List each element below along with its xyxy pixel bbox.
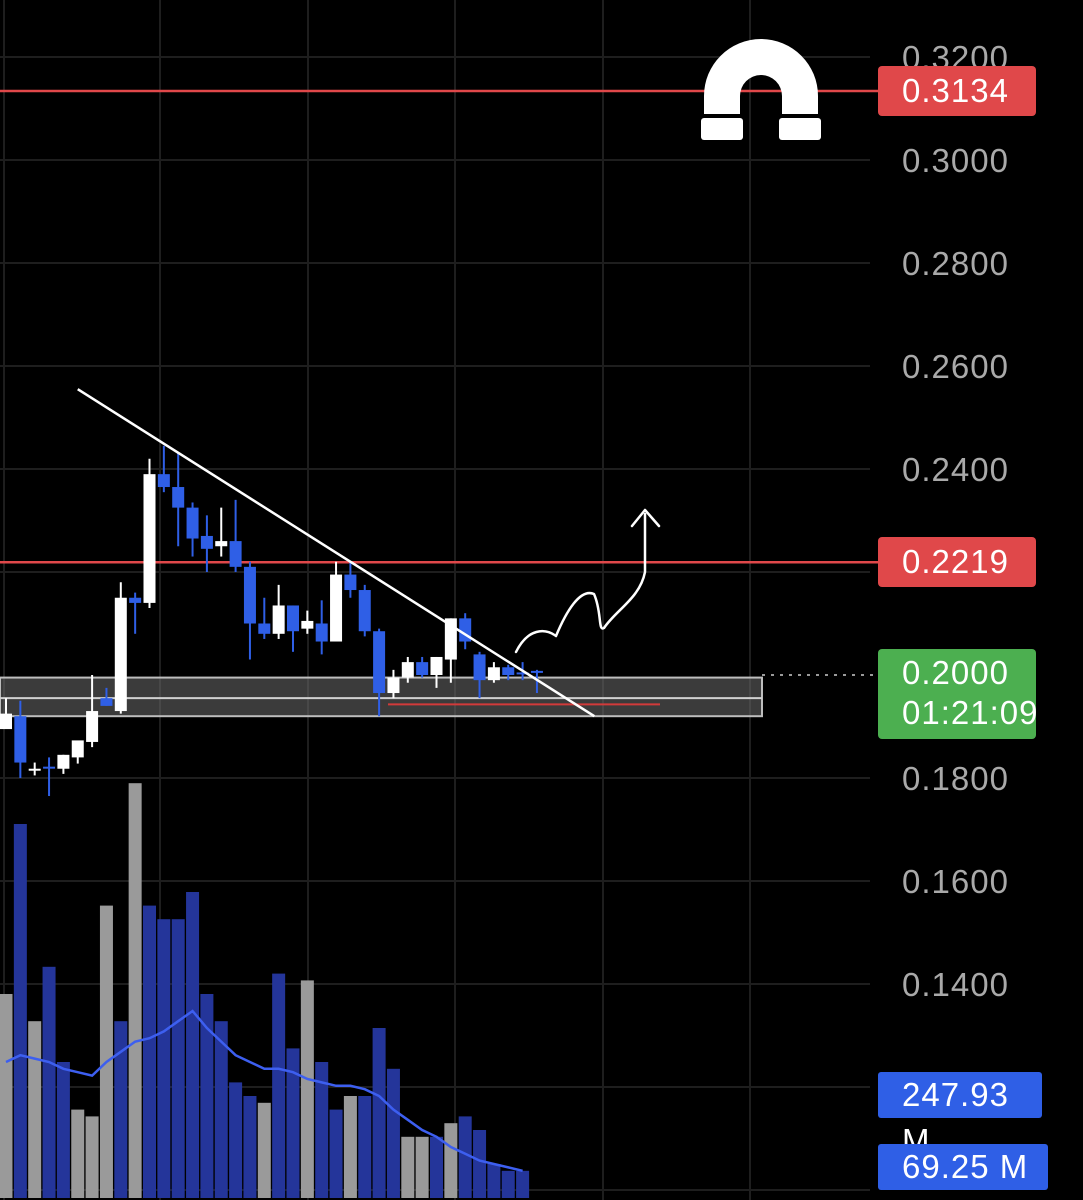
volume-bar bbox=[71, 1109, 85, 1198]
volume-bar bbox=[257, 1102, 271, 1198]
candle-countdown: 01:21:09 bbox=[902, 694, 1039, 731]
volume-bar bbox=[114, 1021, 128, 1198]
candle-body bbox=[172, 487, 185, 508]
volume-bar bbox=[200, 994, 214, 1198]
candle-body bbox=[200, 535, 213, 549]
candle-body bbox=[14, 716, 27, 763]
candle-body bbox=[71, 740, 84, 758]
volume-bar bbox=[501, 1170, 515, 1198]
volume-bar bbox=[372, 1028, 386, 1198]
volume-bar bbox=[42, 966, 56, 1198]
price-tag-resistance-label: 0.3134 bbox=[902, 71, 1009, 109]
volume-bar bbox=[229, 1082, 243, 1198]
volume-bar bbox=[516, 1170, 530, 1198]
volume-bar bbox=[415, 1136, 429, 1198]
price-axis-tick: 0.2400 bbox=[902, 451, 1009, 488]
user-drawings bbox=[77, 388, 661, 718]
candle-body bbox=[315, 623, 328, 642]
price-axis-tick: 0.3000 bbox=[902, 142, 1009, 179]
volume-bar bbox=[343, 1096, 357, 1198]
price-axis-tick: 0.1800 bbox=[902, 760, 1009, 797]
price-lines bbox=[0, 89, 878, 676]
candle-body bbox=[157, 474, 170, 488]
volume-bar bbox=[458, 1116, 472, 1198]
volume-bar bbox=[315, 1062, 329, 1198]
current-price-tag: 0.2000 01:21:09 bbox=[878, 649, 1039, 739]
candle-body bbox=[215, 541, 228, 547]
volume-bar bbox=[243, 1096, 257, 1198]
candle-body bbox=[186, 507, 199, 539]
volume-last-tag: 247.93 M bbox=[878, 1072, 1042, 1159]
volume-bar bbox=[386, 1068, 400, 1198]
volume-bar bbox=[473, 1130, 487, 1198]
candle-body bbox=[258, 623, 271, 634]
volume-bar bbox=[171, 919, 185, 1198]
current-price-label: 0.2000 bbox=[902, 654, 1009, 691]
price-tag-breakout: 0.2219 bbox=[878, 537, 1036, 588]
candle-body bbox=[530, 670, 543, 673]
candle-body bbox=[358, 590, 371, 632]
price-tag-breakout-label: 0.2219 bbox=[902, 543, 1009, 581]
price-axis-tick: 0.1400 bbox=[902, 966, 1009, 1003]
candle-body bbox=[430, 656, 443, 675]
candle-body bbox=[301, 620, 314, 629]
candle-body bbox=[487, 667, 500, 681]
candle-body bbox=[416, 662, 429, 675]
volume-bar bbox=[13, 824, 27, 1198]
volume-moving-average bbox=[5, 1009, 523, 1173]
volume-bar bbox=[444, 1123, 458, 1198]
descending-trendline bbox=[77, 388, 596, 718]
price-axis-tick: 0.1600 bbox=[902, 863, 1009, 900]
volume-bar bbox=[286, 1048, 300, 1198]
volume-bars bbox=[0, 783, 530, 1198]
volume-bar bbox=[300, 980, 314, 1198]
candle-body bbox=[0, 713, 12, 730]
candle-body bbox=[330, 574, 343, 642]
candle-body bbox=[502, 667, 515, 675]
candle-body bbox=[28, 768, 41, 771]
candle-body bbox=[243, 566, 256, 624]
candle-body bbox=[272, 605, 285, 634]
candle-body bbox=[344, 574, 357, 591]
volume-bar bbox=[430, 1136, 443, 1198]
magnet-icon[interactable] bbox=[698, 34, 824, 146]
price-tag-resistance: 0.3134 bbox=[878, 65, 1036, 116]
candle-body bbox=[143, 474, 156, 603]
volume-bar bbox=[358, 1096, 372, 1198]
volume-bar bbox=[401, 1136, 415, 1198]
projection-arrow bbox=[514, 508, 661, 654]
volume-bar bbox=[272, 973, 286, 1198]
volume-bar bbox=[186, 892, 200, 1198]
candle-body bbox=[401, 662, 414, 678]
volume-bar bbox=[329, 1109, 343, 1198]
candle-body bbox=[114, 597, 127, 712]
candle-body bbox=[287, 605, 299, 632]
volume-bar bbox=[487, 1164, 501, 1198]
volume-bar bbox=[128, 783, 142, 1198]
volume-bar bbox=[85, 1116, 99, 1198]
candle-body bbox=[229, 541, 242, 567]
price-axis-tick: 0.2600 bbox=[902, 348, 1009, 385]
candle-body bbox=[129, 597, 142, 603]
volume-bar bbox=[56, 1062, 70, 1198]
candles bbox=[0, 445, 543, 797]
volume-average-tag: 69.25 M bbox=[878, 1144, 1048, 1190]
candle-body bbox=[373, 631, 386, 694]
candle-body bbox=[43, 766, 56, 769]
candle-body bbox=[516, 672, 529, 675]
price-axis-tick: 0.2800 bbox=[902, 245, 1009, 282]
candle-body bbox=[86, 711, 99, 742]
volume-bar bbox=[28, 1021, 42, 1198]
candle-body bbox=[473, 654, 486, 681]
volume-bar bbox=[0, 994, 13, 1198]
volume-bar bbox=[214, 1021, 228, 1198]
volume-bar bbox=[157, 919, 171, 1198]
volume-bar bbox=[99, 905, 113, 1198]
candle-body bbox=[100, 698, 113, 706]
candle-body bbox=[57, 754, 70, 769]
volume-bar bbox=[143, 905, 156, 1198]
candle-body bbox=[387, 677, 400, 694]
volume-average-label: 69.25 M bbox=[902, 1148, 1029, 1185]
